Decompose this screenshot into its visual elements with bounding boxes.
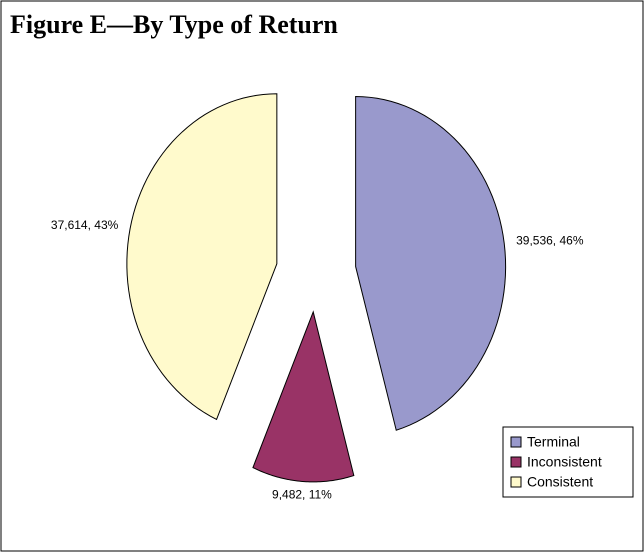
data-label: 37,614, 43% [51,218,119,232]
legend-label: Consistent [527,474,593,490]
legend-swatch [510,476,522,488]
pie-slice [126,93,278,421]
pie-slice [252,310,355,483]
legend-label: Terminal [527,434,580,450]
chart-title: Figure E—By Type of Return [10,10,338,39]
pie-slice [355,96,507,431]
legend-swatch [510,456,522,468]
legend-label: Inconsistent [527,454,602,470]
data-label: 9,482, 11% [272,488,332,502]
legend-box [502,426,634,498]
legend-swatch [510,436,522,448]
data-label: 39,536, 46% [516,234,584,248]
